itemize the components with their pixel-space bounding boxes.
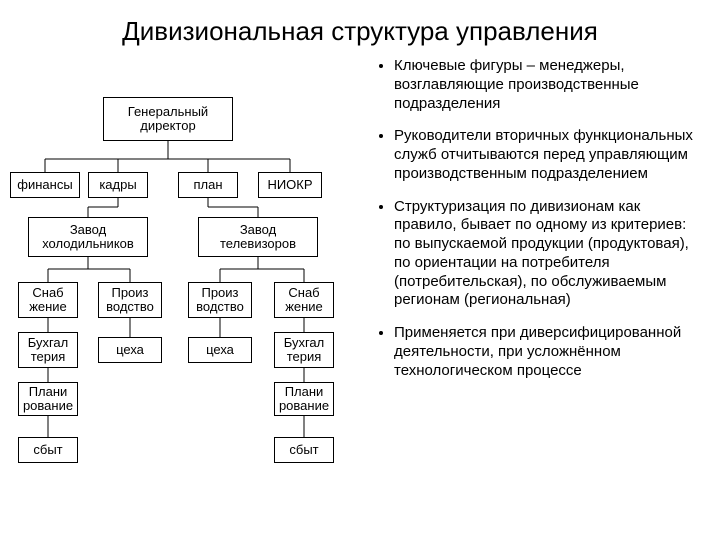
node-fin: финансы [10, 172, 80, 198]
node-b_proizv: Произ водство [188, 282, 252, 318]
content-columns: Генеральный директорфинансыкадрыпланНИОК… [18, 57, 702, 517]
node-plan: план [178, 172, 238, 198]
bullet-item: Ключевые фигуры – менеджеры, возглавляющ… [394, 57, 702, 113]
node-b_plan: Плани рование [274, 382, 334, 416]
node-kadry: кадры [88, 172, 148, 198]
node-zav1: Завод холодильников [28, 217, 148, 257]
node-a_snab: Снаб жение [18, 282, 78, 318]
node-niokr: НИОКР [258, 172, 322, 198]
node-b_ceha: цеха [188, 337, 252, 363]
bullet-list: Ключевые фигуры – менеджеры, возглавляющ… [376, 57, 702, 380]
node-b_bukh: Бухгал терия [274, 332, 334, 368]
bullet-item: Структуризация по дивизионам как правило… [394, 198, 702, 311]
node-b_sbyt: сбыт [274, 437, 334, 463]
bullet-item: Применяется при диверсифицированной деят… [394, 324, 702, 380]
node-a_bukh: Бухгал терия [18, 332, 78, 368]
node-a_ceha: цеха [98, 337, 162, 363]
bullet-column: Ключевые фигуры – менеджеры, возглавляющ… [368, 57, 702, 517]
org-chart: Генеральный директорфинансыкадрыпланНИОК… [18, 57, 368, 517]
node-a_proizv: Произ водство [98, 282, 162, 318]
bullet-item: Руководители вторичных функциональных сл… [394, 127, 702, 183]
node-a_plan: Плани рование [18, 382, 78, 416]
node-b_snab: Снаб жение [274, 282, 334, 318]
node-zav2: Завод телевизоров [198, 217, 318, 257]
node-a_sbyt: сбыт [18, 437, 78, 463]
node-gen: Генеральный директор [103, 97, 233, 141]
slide-title: Дивизиональная структура управления [18, 16, 702, 47]
